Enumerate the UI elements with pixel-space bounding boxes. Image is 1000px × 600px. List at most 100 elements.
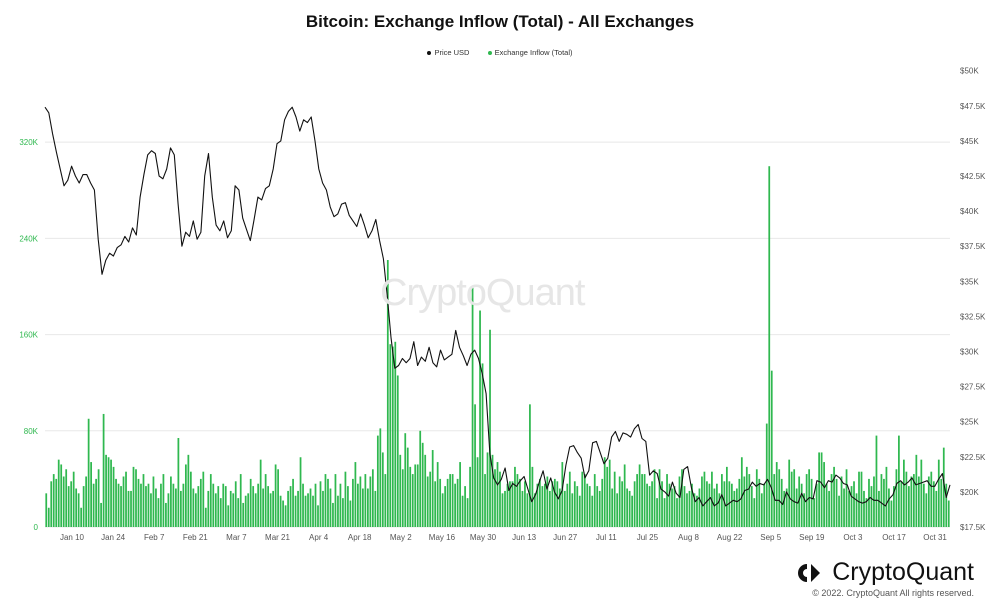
- inflow-bar: [60, 464, 63, 527]
- inflow-bar: [294, 495, 297, 527]
- legend-dot-price: [427, 51, 432, 56]
- x-tick-label: Jul 25: [637, 533, 659, 542]
- left-axis-ticks: 0 80K 160K 240K 320K: [19, 138, 38, 532]
- inflow-bar: [319, 481, 322, 527]
- inflow-bar: [671, 488, 673, 527]
- right-tick-label: $47.5K: [960, 102, 986, 111]
- left-tick-label: 320K: [19, 138, 38, 147]
- inflow-bar: [646, 483, 648, 527]
- inflow-bar: [476, 457, 479, 527]
- inflow-bar: [651, 481, 653, 527]
- inflow-bar: [810, 478, 813, 527]
- inflow-bar: [628, 490, 631, 527]
- inflow-bar: [120, 486, 122, 527]
- inflow-bar: [865, 498, 868, 527]
- inflow-bar: [691, 483, 693, 527]
- inflow-bar: [895, 469, 898, 527]
- inflow-bar: [374, 490, 377, 527]
- inflow-bar: [125, 471, 127, 527]
- inflow-bar: [536, 483, 539, 527]
- legend-item-price[interactable]: Price USD: [427, 48, 469, 57]
- inflow-bar: [170, 476, 172, 527]
- brand[interactable]: CryptoQuant: [796, 558, 974, 587]
- inflow-bar: [47, 507, 50, 527]
- x-tick-label: Oct 17: [882, 533, 906, 542]
- inflow-bar: [820, 452, 823, 527]
- inflow-bar: [409, 466, 412, 527]
- inflow-bar: [823, 462, 825, 527]
- inflow-bar: [770, 370, 773, 527]
- inflow-bar: [643, 474, 646, 527]
- right-tick-label: $50K: [960, 67, 979, 76]
- inflow-bar: [945, 483, 948, 527]
- inflow-bar: [668, 483, 671, 527]
- inflow-bar: [698, 488, 701, 527]
- inflow-bar: [307, 493, 309, 527]
- inflow-bar: [292, 478, 294, 527]
- inflow-bar: [611, 488, 614, 527]
- inflow-bar: [556, 481, 559, 527]
- right-tick-label: $42.5K: [960, 172, 986, 181]
- inflow-bar: [618, 476, 621, 527]
- inflow-bar: [189, 471, 192, 527]
- inflow-bar: [848, 490, 850, 527]
- inflow-bar: [342, 498, 344, 527]
- inflow-bar: [389, 344, 392, 527]
- inflow-bar: [481, 363, 484, 527]
- inflow-bar: [825, 483, 828, 527]
- inflow-bar: [713, 488, 716, 527]
- inflow-bars: [45, 166, 950, 527]
- inflow-bar: [175, 488, 177, 527]
- inflow-bar: [596, 486, 599, 527]
- inflow-bar: [322, 490, 324, 527]
- inflow-bar: [347, 486, 349, 527]
- inflow-bar: [813, 498, 815, 527]
- inflow-bar: [479, 310, 481, 527]
- inflow-bar: [661, 481, 663, 527]
- inflow-bar: [785, 488, 788, 527]
- inflow-bar: [788, 459, 791, 527]
- inflow-bar: [673, 486, 676, 527]
- inflow-bar: [830, 474, 833, 527]
- inflow-bar: [212, 483, 215, 527]
- right-tick-label: $30K: [960, 348, 979, 357]
- inflow-bar: [932, 481, 935, 527]
- right-tick-label: $27.5K: [960, 383, 986, 392]
- inflow-bar: [244, 495, 247, 527]
- inflow-bar: [406, 447, 409, 527]
- inflow-bar: [516, 474, 519, 527]
- inflow-bar: [237, 498, 240, 527]
- inflow-bar: [775, 462, 778, 527]
- inflow-bar: [633, 481, 636, 527]
- inflow-bar: [858, 471, 860, 527]
- inflow-bar: [384, 474, 387, 527]
- inflow-bar: [531, 466, 534, 527]
- x-tick-label: Mar 7: [226, 533, 247, 542]
- inflow-bar: [386, 260, 389, 527]
- inflow-bar: [688, 490, 691, 527]
- inflow-bar: [249, 478, 252, 527]
- inflow-bar: [85, 476, 88, 527]
- inflow-bar: [860, 471, 863, 527]
- legend-item-inflow[interactable]: Exchange Inflow (Total): [487, 48, 573, 57]
- inflow-bar: [381, 452, 384, 527]
- inflow-bar: [551, 481, 554, 527]
- inflow-bar: [165, 502, 167, 527]
- x-tick-label: Jun 13: [512, 533, 537, 542]
- inflow-bar: [147, 483, 150, 527]
- inflow-bar: [354, 462, 357, 527]
- x-tick-label: Aug 22: [717, 533, 743, 542]
- inflow-bar: [439, 478, 442, 527]
- inflow-bar: [658, 469, 661, 527]
- inflow-bar: [57, 459, 60, 527]
- inflow-bar: [638, 464, 641, 527]
- inflow-bar: [598, 490, 601, 527]
- inflow-bar: [506, 483, 509, 527]
- inflow-bar: [247, 493, 250, 527]
- inflow-bar: [184, 464, 187, 527]
- inflow-bar: [838, 495, 840, 527]
- inflow-bar: [900, 481, 903, 527]
- inflow-bar: [110, 459, 112, 527]
- inflow-bar: [65, 469, 68, 527]
